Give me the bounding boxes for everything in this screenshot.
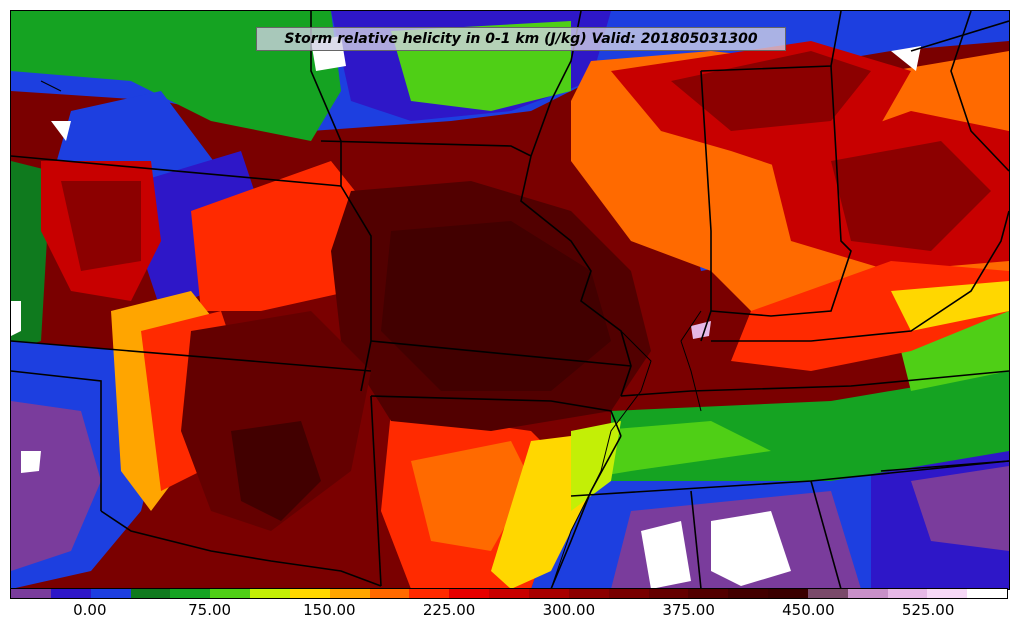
colorbar-tick-label: 0.00 <box>73 601 107 619</box>
colorbar-segment <box>608 589 649 598</box>
colorbar <box>10 588 1008 599</box>
colorbar-segment <box>289 589 330 598</box>
colorbar-tick-label: 375.00 <box>662 601 715 619</box>
colorbar-segment <box>768 589 808 598</box>
colorbar-segment <box>11 589 51 598</box>
helicity-map: Storm relative helicity in 0-1 km (J/kg)… <box>10 10 1010 590</box>
title-box: Storm relative helicity in 0-1 km (J/kg)… <box>256 27 786 51</box>
colorbar-segment <box>807 589 848 598</box>
field-high-values <box>181 181 651 531</box>
rivers <box>40 80 702 589</box>
colorbar-segment <box>90 589 131 598</box>
colorbar-segment <box>170 589 211 598</box>
colorbar-segment <box>847 589 888 598</box>
colorbar-tick-label: 525.00 <box>901 601 955 619</box>
colorbar-segment <box>728 589 769 598</box>
field-max-values <box>11 36 921 589</box>
colorbar-segment <box>688 589 729 598</box>
colorbar-segment <box>409 589 450 598</box>
colorbar-tick-label: 75.00 <box>188 601 232 619</box>
colorbar-tick-label: 150.00 <box>303 601 356 619</box>
colorbar-segment <box>927 589 968 598</box>
colorbar-tick-labels: 0.00 75.00 150.00 225.00 300.00 375.00 450.00 5… <box>10 601 1008 623</box>
colorbar-segment <box>50 589 91 598</box>
colorbar-segment <box>648 589 689 598</box>
colorbar-segment <box>568 589 609 598</box>
colorbar-segment <box>329 589 370 598</box>
colorbar-segment <box>250 589 290 598</box>
colorbar-tick-label: 225.00 <box>422 601 476 619</box>
field-mid-values <box>41 41 1009 589</box>
colorbar-segment <box>210 589 251 598</box>
colorbar-segment <box>130 589 171 598</box>
colorbar-segment <box>369 589 410 598</box>
map-canvas <box>11 11 1009 589</box>
map-title: Storm relative helicity in 0-1 km (J/kg)… <box>284 31 758 47</box>
colorbar-tick-label: 450.00 <box>782 601 835 619</box>
colorbar-segment <box>528 589 569 598</box>
colorbar-tick-label: 300.00 <box>542 601 596 619</box>
colorbar-segment <box>489 589 529 598</box>
colorbar-segment <box>449 589 490 598</box>
colorbar-segment <box>967 589 1008 598</box>
colorbar-segment <box>887 589 928 598</box>
